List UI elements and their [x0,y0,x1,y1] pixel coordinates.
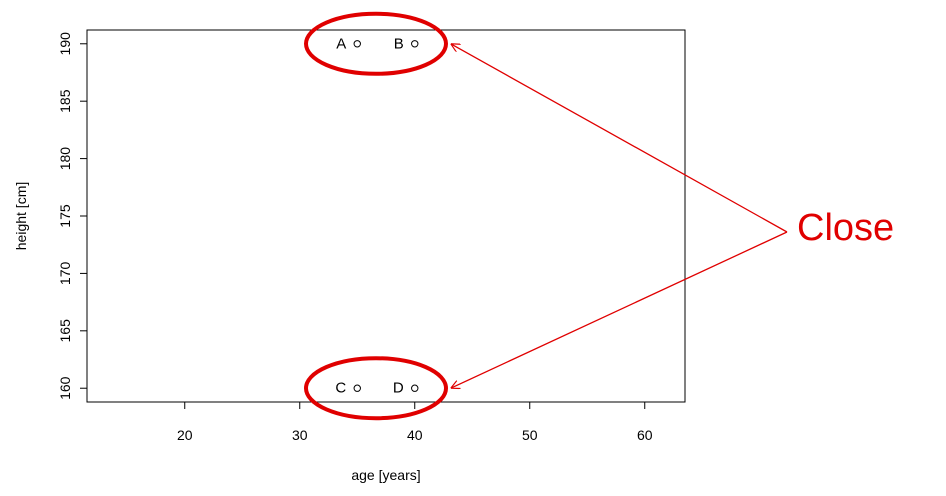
y-tick-label: 170 [57,262,73,286]
x-tick-label: 50 [522,427,538,443]
point-label: C [335,380,346,397]
x-tick-label: 40 [407,427,423,443]
point-label: B [394,35,404,52]
data-point [411,384,419,392]
x-axis-title: age [years] [351,467,420,483]
point-label: D [393,380,404,397]
y-tick-label: 180 [57,147,73,171]
y-axis-title: height [cm] [13,182,29,250]
annotation-label: Close [797,207,894,249]
annotation-arrow [451,44,788,233]
point-label: A [336,35,346,52]
data-point [411,40,419,48]
x-tick-label: 60 [637,427,653,443]
y-axis: 160 165 170 175 180 185 190 [57,32,88,400]
data-point [353,384,361,392]
x-axis: 20 30 40 50 60 [177,401,653,443]
highlight-ellipse [304,11,448,76]
y-tick-label: 165 [57,319,73,343]
data-points: A B C D [335,35,419,397]
highlight-ellipse [304,356,448,421]
x-tick-label: 30 [292,427,308,443]
x-tick-label: 20 [177,427,193,443]
y-tick-label: 160 [57,376,73,400]
data-point [353,40,361,48]
plot-frame [86,29,686,403]
y-tick-label: 175 [57,204,73,228]
annotations: Close [304,11,894,421]
y-tick-label: 190 [57,32,73,56]
y-tick-label: 185 [57,89,73,113]
annotation-arrow [451,231,788,388]
